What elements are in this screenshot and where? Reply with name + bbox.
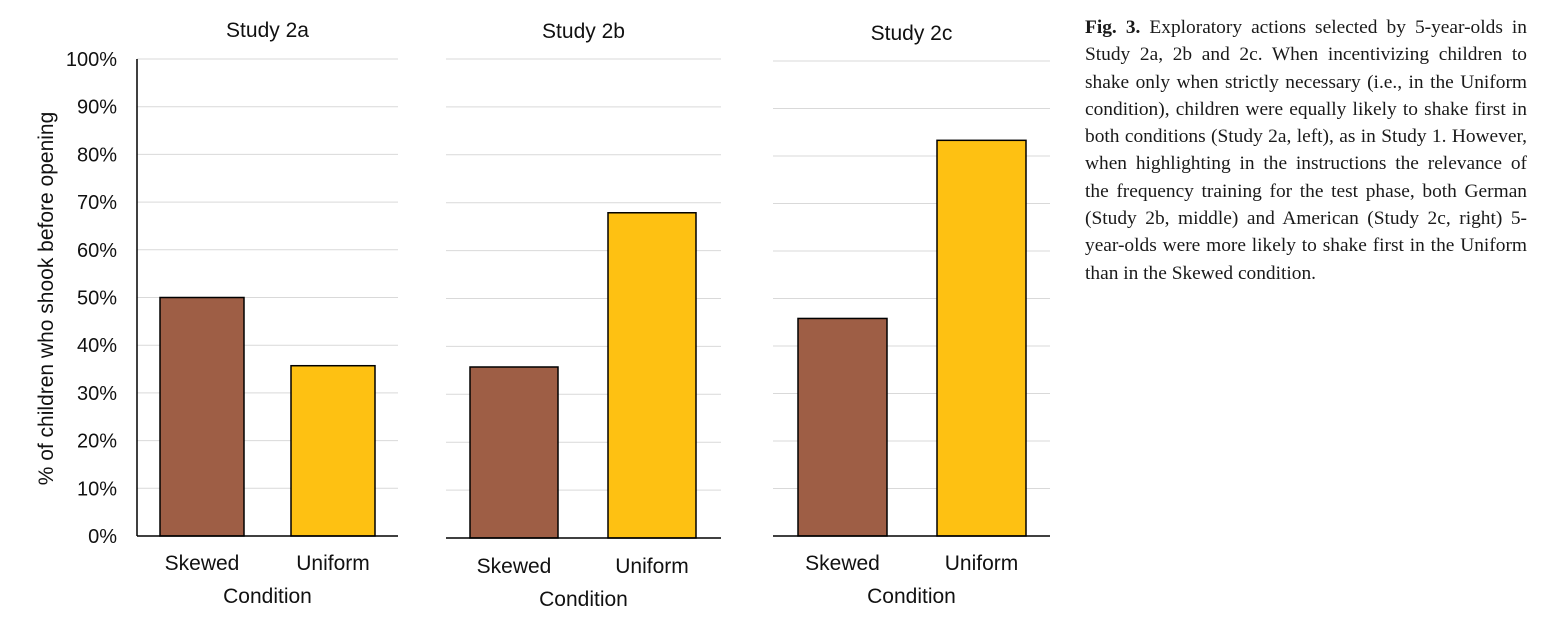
- bar-uniform: [936, 139, 1027, 537]
- panel-title: Study 2c: [871, 22, 953, 45]
- x-tick-label: Uniform: [945, 552, 1019, 575]
- x-tick-label: Skewed: [477, 555, 552, 578]
- figure-charts: 0% 10% 20% 30% 40% 50% 60% 70% 80% 90% 100% Study 2…: [35, 19, 1050, 611]
- y-tick-label: 30%: [77, 383, 117, 405]
- x-tick-label: Skewed: [805, 552, 880, 575]
- y-tick-label: 90%: [77, 97, 117, 119]
- caption-label: Fig. 3.: [1085, 17, 1141, 38]
- bar-skewed: [159, 296, 245, 537]
- y-tick-label: 10%: [77, 478, 117, 500]
- y-tick-label: 70%: [77, 192, 117, 214]
- bar-uniform: [607, 212, 697, 539]
- bar-uniform: [290, 364, 376, 537]
- y-tick-label: 20%: [77, 431, 117, 453]
- panel-title: Study 2b: [542, 20, 625, 43]
- y-tick-label: 50%: [77, 288, 117, 310]
- y-tick-label: 100%: [66, 49, 117, 71]
- x-axis-label: Condition: [539, 588, 628, 611]
- caption-text: Exploratory actions selected by 5-year-o…: [1085, 17, 1527, 284]
- x-tick-label: Uniform: [296, 552, 370, 575]
- y-tick-label: 40%: [77, 335, 117, 357]
- panel-title: Study 2a: [226, 19, 309, 42]
- x-tick-label: Skewed: [165, 552, 240, 575]
- bar-skewed: [469, 366, 559, 539]
- x-tick-label: Uniform: [615, 555, 689, 578]
- x-axis-label: Condition: [867, 585, 956, 608]
- y-axis-label: % of children who shook before opening: [35, 112, 58, 486]
- y-tick-label: 60%: [77, 240, 117, 262]
- bar-skewed: [797, 317, 888, 537]
- y-tick-label: 0%: [88, 526, 117, 548]
- y-tick-label: 80%: [77, 144, 117, 166]
- x-axis-label: Condition: [223, 585, 312, 608]
- figure-caption: Fig. 3. Exploratory actions selected by …: [1085, 14, 1527, 287]
